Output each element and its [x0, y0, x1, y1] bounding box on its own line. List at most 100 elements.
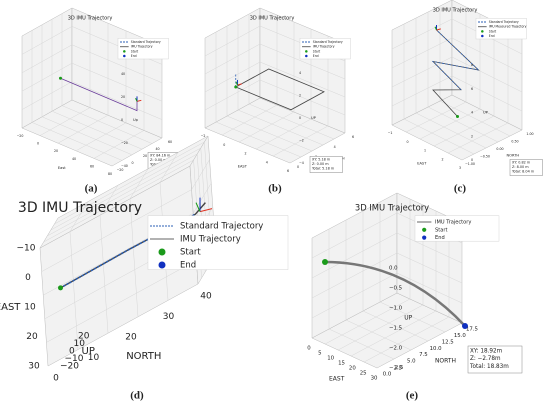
tick-label: 80: [108, 172, 112, 176]
tick-label: 0: [25, 273, 31, 283]
tick-label: 12.5: [442, 339, 454, 345]
axis-arrow: [436, 28, 441, 31]
start-marker: [456, 115, 459, 118]
grid-line: [71, 81, 163, 120]
legend-label: End: [180, 261, 196, 271]
legend-label: IMU Trajectory: [435, 220, 471, 226]
tick-label: 4: [266, 160, 268, 164]
axis-label: EAST: [417, 161, 427, 165]
grid-line: [447, 122, 509, 154]
panel-title: 3D IMU Trajectory: [250, 16, 295, 22]
tick-label: 40: [200, 292, 212, 302]
grid-line: [259, 79, 346, 116]
legend-marker: [481, 30, 484, 33]
grid-line: [379, 301, 446, 333]
legend-box: [475, 18, 527, 40]
grid-line: [324, 298, 411, 345]
grid-line: [391, 37, 453, 69]
grid-line: [69, 231, 79, 350]
tick-label: −20: [117, 168, 124, 172]
legend-label: Start: [489, 29, 497, 33]
legend-marker: [123, 54, 126, 58]
axis-label: Up: [133, 118, 139, 122]
tick-label: 0: [37, 142, 39, 146]
legend-label: Standard Trajectory: [131, 40, 161, 44]
tick-label: 10: [327, 356, 334, 362]
grid-line: [21, 62, 73, 92]
start-marker: [234, 85, 238, 89]
tick-label: 6: [287, 169, 289, 173]
tick-label: 20: [125, 333, 137, 343]
grid-line: [396, 272, 463, 304]
end-marker: [462, 323, 468, 329]
tick-label: 40: [155, 147, 159, 151]
grid-line: [427, 106, 499, 143]
tick-label: 30: [371, 376, 378, 382]
tick-label: −20: [60, 362, 79, 372]
legend-label: Start: [313, 49, 321, 53]
info-text: Total: 18.83m: [469, 364, 509, 370]
axis-arrow: [199, 208, 213, 213]
panel-title: 3D IMU Trajectory: [68, 16, 113, 22]
tick-label: 2: [244, 152, 246, 156]
tick-label: 20: [349, 366, 356, 372]
axis-label: NORTH: [126, 351, 161, 362]
legend-label: IMU Trajectory: [180, 235, 241, 245]
legend-label: Start: [435, 227, 447, 233]
tick-label: −1.0: [389, 306, 403, 312]
trajectory: [60, 77, 138, 112]
grid-line: [43, 159, 194, 243]
axis-arrow: [434, 26, 437, 31]
grid-line: [328, 328, 395, 360]
tick-label: 2: [471, 134, 473, 138]
tick-label: 20: [121, 95, 125, 99]
tick-label: −10: [17, 244, 36, 254]
trajectory: [235, 68, 325, 111]
legend-label: End: [435, 235, 445, 241]
grid-line: [71, 44, 163, 84]
legend-box: [147, 215, 289, 270]
tick-label: 4: [334, 145, 336, 149]
grid-line: [415, 112, 487, 149]
grid-line: [311, 212, 398, 259]
grid-line: [363, 316, 450, 363]
tick-label: −4: [299, 161, 304, 165]
panel-label: (e): [406, 390, 419, 402]
grid-line: [439, 100, 511, 137]
grid-line: [159, 152, 179, 183]
grid-line: [221, 104, 278, 136]
tick-label: 0: [223, 143, 225, 147]
grid-line: [57, 114, 109, 144]
tick-label: −2.0: [389, 346, 403, 352]
legend-marker: [305, 54, 308, 58]
grid-line: [259, 61, 346, 98]
tick-label: 0: [307, 346, 311, 352]
grid-line: [50, 147, 201, 231]
grid-line: [46, 260, 197, 343]
tick-label: −40: [121, 164, 128, 168]
legend-box: [414, 215, 500, 242]
tick-label: 15: [338, 361, 345, 367]
panel-label: (a): [85, 183, 98, 195]
legend-marker: [422, 235, 427, 240]
grid-line: [311, 252, 398, 299]
grid-line: [226, 115, 313, 152]
tick-label: −1.00: [465, 162, 475, 166]
start-marker: [58, 285, 63, 291]
panel-title: 3D IMU Trajectory: [18, 200, 142, 216]
axis-label: NORTH: [435, 358, 456, 365]
tick-label: 0.50: [511, 140, 518, 144]
grid-line: [129, 168, 149, 199]
tick-label: 0: [69, 347, 75, 357]
grid-line: [259, 43, 346, 80]
info-box: [467, 345, 523, 374]
grid-line: [21, 81, 73, 110]
legend-label: Standard Trajectory: [489, 20, 519, 24]
info-text: Z: 8.00 m: [512, 165, 529, 169]
info-text: Total: 8.04 m: [511, 170, 535, 174]
legend-label: End: [313, 54, 319, 58]
grid-line: [93, 130, 145, 159]
grid-line: [192, 183, 212, 214]
tick-label: −1.5: [389, 326, 402, 332]
grid-line: [238, 111, 295, 143]
